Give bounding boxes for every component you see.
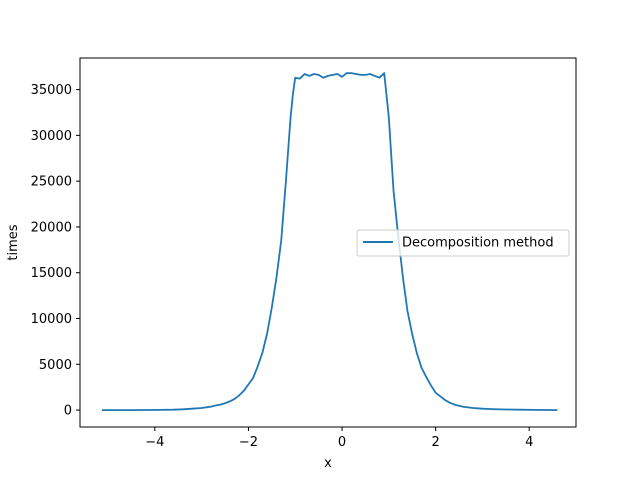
x-tick-label: −2 (239, 435, 258, 450)
y-tick-label: 5000 (39, 358, 72, 373)
x-tick-label: 4 (525, 435, 533, 450)
y-tick-label: 25000 (31, 175, 72, 190)
legend: Decomposition method (356, 229, 570, 257)
x-tick-label: 0 (338, 435, 346, 450)
legend-box (356, 229, 570, 257)
x-tick-label: −4 (145, 435, 164, 450)
x-axis: −4 −2 0 2 4 (145, 427, 533, 450)
y-tick-label: 15000 (31, 266, 72, 281)
series-line-0 (102, 72, 558, 412)
y-axis: 0 5000 10000 15000 20000 25000 30000 35000 (31, 83, 80, 419)
x-axis-label: x (324, 456, 332, 471)
series-layer (102, 72, 558, 412)
y-tick-label: 0 (64, 404, 72, 419)
y-tick-label: 35000 (31, 83, 72, 98)
y-axis-label: times (6, 224, 21, 260)
legend-entry-decomposition-method: Decomposition method (402, 236, 554, 251)
x-tick-label: 2 (431, 435, 439, 450)
y-tick-label: 20000 (31, 220, 72, 235)
y-tick-label: 10000 (31, 312, 72, 327)
y-tick-label: 30000 (31, 129, 72, 144)
axes-frame (79, 57, 577, 428)
